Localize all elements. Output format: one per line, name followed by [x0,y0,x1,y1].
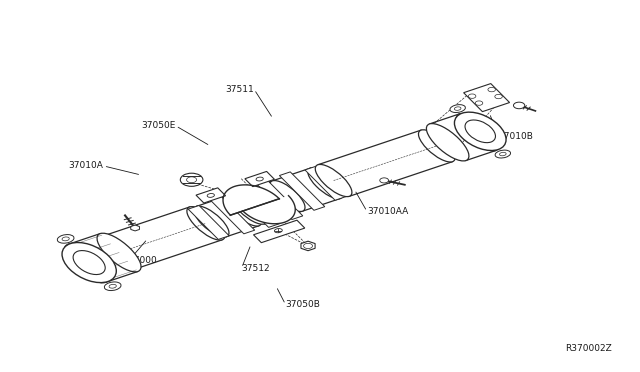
Polygon shape [245,171,275,187]
Polygon shape [463,84,509,112]
Circle shape [380,178,388,183]
Ellipse shape [308,168,343,199]
Polygon shape [196,195,259,237]
Polygon shape [301,241,315,251]
Circle shape [303,243,312,248]
Text: 37050E: 37050E [141,121,176,130]
Circle shape [495,94,502,99]
Ellipse shape [270,180,305,212]
Polygon shape [243,196,295,224]
Ellipse shape [500,152,506,156]
Ellipse shape [92,238,130,272]
Ellipse shape [207,193,214,198]
Ellipse shape [62,243,116,283]
Polygon shape [131,225,140,231]
Polygon shape [318,130,452,196]
Ellipse shape [267,182,302,212]
Ellipse shape [232,193,267,224]
Ellipse shape [65,244,108,283]
Ellipse shape [97,233,141,272]
Circle shape [468,94,476,98]
Circle shape [488,87,495,92]
Polygon shape [231,186,280,227]
Ellipse shape [227,195,262,226]
Ellipse shape [426,124,469,161]
Circle shape [187,177,196,183]
Polygon shape [209,195,255,234]
Ellipse shape [62,237,69,241]
Polygon shape [273,168,340,211]
Polygon shape [255,178,303,219]
Ellipse shape [454,107,461,110]
Ellipse shape [495,150,511,158]
Ellipse shape [256,177,263,181]
Ellipse shape [419,130,455,162]
Ellipse shape [275,228,282,233]
Polygon shape [188,205,229,240]
Ellipse shape [109,284,116,288]
Circle shape [476,101,483,105]
Text: 37010A: 37010A [68,161,104,170]
Polygon shape [68,234,138,282]
Polygon shape [234,182,300,224]
Text: 37511: 37511 [225,85,254,94]
Ellipse shape [456,113,499,151]
Ellipse shape [465,120,495,142]
Circle shape [513,102,525,109]
Ellipse shape [104,282,121,291]
Polygon shape [429,114,496,161]
Polygon shape [305,166,346,200]
Text: 37000: 37000 [129,256,157,265]
Ellipse shape [187,206,225,240]
Polygon shape [253,220,305,243]
Polygon shape [95,207,222,272]
Polygon shape [196,188,225,203]
Ellipse shape [58,235,74,243]
Ellipse shape [454,112,506,151]
Circle shape [180,173,203,186]
Polygon shape [223,185,279,215]
Text: 37010B: 37010B [499,132,534,141]
Polygon shape [280,172,324,210]
Ellipse shape [73,251,105,275]
Text: 37512: 37512 [242,263,270,273]
Text: 37050B: 37050B [285,300,321,309]
Ellipse shape [194,206,229,237]
Text: R370002Z: R370002Z [565,344,612,353]
Ellipse shape [450,105,465,113]
Text: 37010AA: 37010AA [367,207,408,216]
Ellipse shape [316,164,352,197]
